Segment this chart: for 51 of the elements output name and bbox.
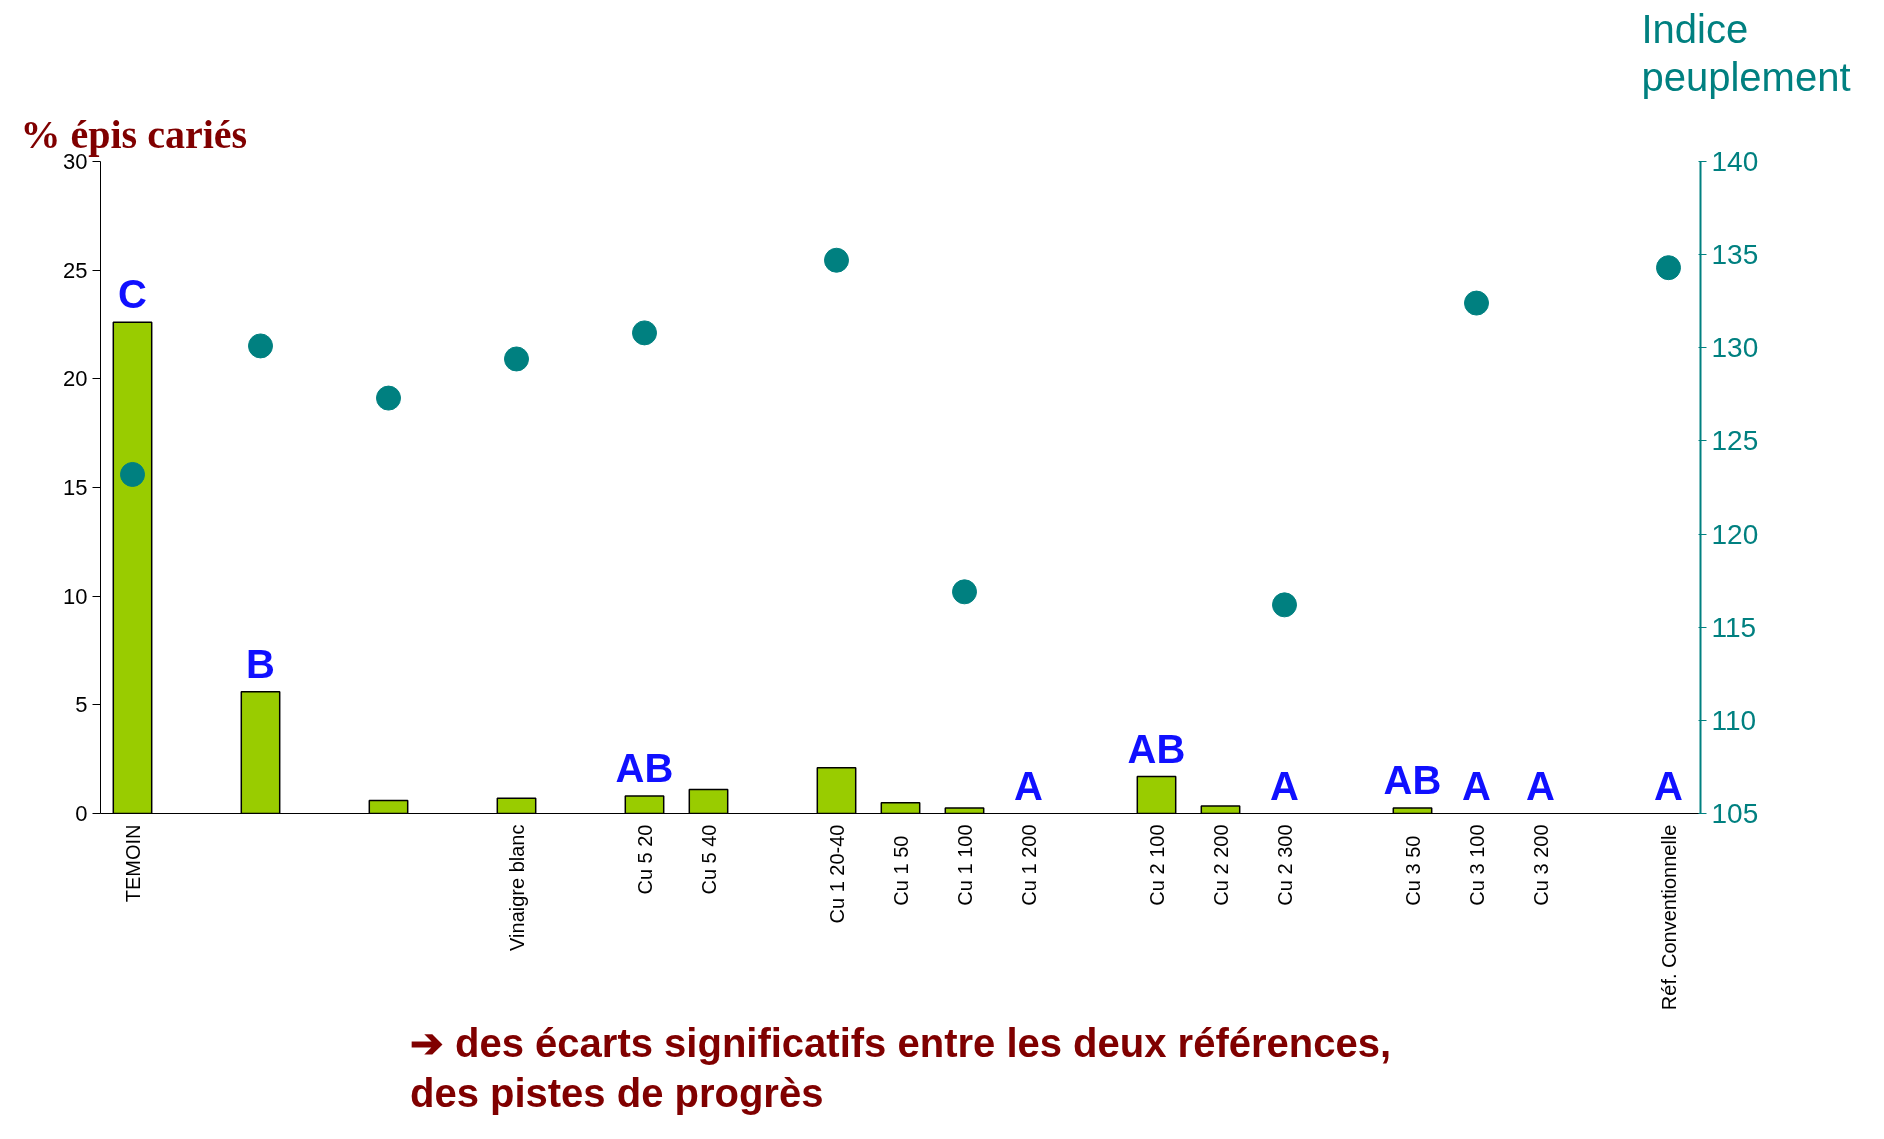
- y2-tick-label: 120: [1711, 518, 1759, 550]
- x-tick-label: Cu 5 20: [633, 824, 656, 895]
- y-tick-label: 15: [63, 475, 88, 500]
- y-tick-label: 20: [63, 366, 88, 392]
- text: A: [1526, 763, 1555, 808]
- point: [1464, 290, 1489, 316]
- point: [632, 320, 657, 346]
- y-tick-label: 25: [63, 257, 88, 283]
- x-tick-label: Réf. Conventionnelle: [1657, 824, 1680, 1011]
- y-tick-label: 5: [75, 692, 88, 718]
- x-tick-label: Cu 2 200: [1209, 824, 1232, 906]
- x-tick-label: Cu 2 100: [1145, 824, 1168, 906]
- y-tick-label: 0: [75, 801, 88, 826]
- x-tick-label: Cu 3 50: [1401, 835, 1424, 906]
- point: [120, 461, 145, 487]
- data-label: AB: [615, 746, 674, 791]
- x-tick-label: Cu 1 50: [889, 835, 912, 906]
- x-tick-label: Cu 3 200: [1529, 824, 1552, 906]
- text: A: [1270, 763, 1299, 808]
- x-tick-label: TEMOIN: [121, 824, 144, 903]
- point: [824, 247, 849, 273]
- y2-tick-label: 105: [1711, 798, 1759, 829]
- data-label: B: [246, 641, 275, 686]
- x-tick-label: Cu 2 300: [1273, 824, 1296, 906]
- point: [952, 579, 977, 605]
- y2-tick-label: 110: [1711, 704, 1757, 736]
- text: A: [1654, 763, 1683, 808]
- data-label: C: [118, 272, 147, 317]
- point: [376, 385, 401, 411]
- point: [1656, 255, 1681, 281]
- point: [1272, 592, 1297, 618]
- x-tick-label: Cu 1 100: [953, 824, 976, 906]
- y2-tick-label: 135: [1711, 239, 1759, 271]
- text: A: [1462, 763, 1491, 808]
- y2-tick-label: 115: [1711, 611, 1757, 643]
- point: [504, 346, 529, 372]
- text: ➔ des écarts significatifs entre les deux références, des pistes de progrès: [409, 1020, 1392, 1116]
- x-tick-label: Cu 1 20-40: [825, 824, 848, 924]
- text: A: [1014, 763, 1043, 808]
- data-label: AB: [1127, 726, 1186, 771]
- y2-tick-label: 130: [1711, 332, 1759, 364]
- y2-tick-label: 140: [1711, 146, 1759, 177]
- x-tick-label: Vinaigre blanc: [505, 824, 528, 951]
- x-tick-label: Cu 3 100: [1465, 824, 1488, 906]
- y2-axis-title: Indice peuplement: [1641, 7, 1851, 100]
- x-tick-label: Cu 1 200: [1017, 824, 1040, 906]
- y-tick-label: 10: [63, 583, 88, 609]
- point: [248, 333, 273, 359]
- data-label: AB: [1383, 758, 1442, 803]
- y2-tick-label: 125: [1711, 425, 1759, 457]
- x-tick-label: Cu 5 40: [697, 824, 720, 895]
